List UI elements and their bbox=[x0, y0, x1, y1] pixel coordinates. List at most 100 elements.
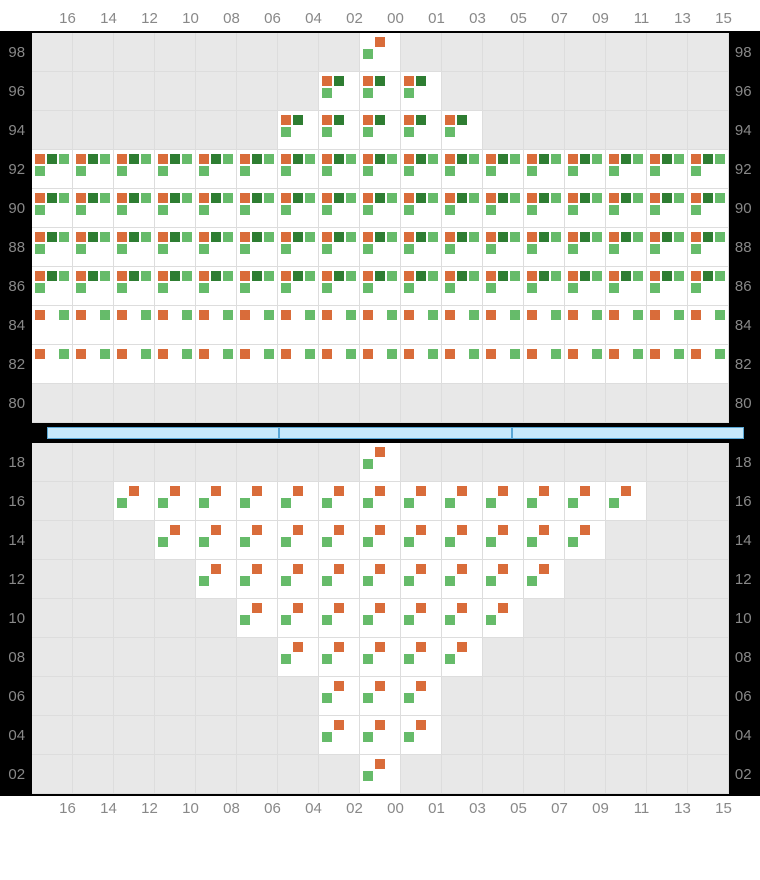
status-square bbox=[199, 498, 209, 508]
column-label: 14 bbox=[88, 6, 129, 31]
grid-cell bbox=[524, 560, 565, 599]
grid-cell bbox=[73, 482, 114, 521]
status-square bbox=[346, 115, 356, 125]
status-square bbox=[416, 486, 426, 496]
row-label: 90 bbox=[729, 189, 759, 228]
status-square bbox=[35, 349, 45, 359]
status-square bbox=[510, 525, 520, 535]
status-square bbox=[551, 349, 561, 359]
grid-cell bbox=[237, 638, 278, 677]
column-label: 15 bbox=[703, 6, 744, 31]
status-square bbox=[428, 193, 438, 203]
status-square bbox=[445, 283, 455, 293]
status-square bbox=[199, 525, 209, 535]
status-square bbox=[469, 642, 479, 652]
status-square bbox=[428, 720, 438, 730]
grid-cell bbox=[606, 599, 647, 638]
status-square bbox=[293, 564, 303, 574]
status-square bbox=[141, 271, 151, 281]
status-square bbox=[346, 271, 356, 281]
grid-cell bbox=[688, 228, 729, 267]
status-square bbox=[445, 486, 455, 496]
status-square bbox=[510, 310, 520, 320]
grid-cell bbox=[442, 345, 483, 384]
status-square bbox=[580, 271, 590, 281]
grid-cell bbox=[483, 755, 524, 794]
status-square bbox=[199, 349, 209, 359]
status-square bbox=[445, 244, 455, 254]
grid-cell bbox=[401, 267, 442, 306]
grid-cell bbox=[401, 521, 442, 560]
status-square bbox=[486, 564, 496, 574]
row-label: 12 bbox=[729, 560, 759, 599]
row-label: 10 bbox=[729, 599, 759, 638]
grid-cell bbox=[32, 72, 73, 111]
row-label: 04 bbox=[729, 716, 759, 755]
status-square bbox=[346, 154, 356, 164]
status-square bbox=[457, 232, 467, 242]
grid-cell bbox=[237, 521, 278, 560]
status-square bbox=[445, 115, 455, 125]
grid-cell bbox=[688, 755, 729, 794]
grid-diagram: 1614121008060402000103050709111315 98969… bbox=[0, 0, 760, 821]
grid-cell bbox=[155, 306, 196, 345]
status-square bbox=[568, 322, 578, 332]
status-square bbox=[428, 486, 438, 496]
status-square bbox=[445, 205, 455, 215]
grid-cell bbox=[483, 189, 524, 228]
grid-cell bbox=[32, 189, 73, 228]
status-square bbox=[363, 525, 373, 535]
status-square bbox=[117, 310, 127, 320]
status-square bbox=[416, 603, 426, 613]
grid-cell bbox=[606, 638, 647, 677]
grid-cell bbox=[442, 267, 483, 306]
status-square bbox=[375, 642, 385, 652]
status-square bbox=[76, 283, 86, 293]
status-square bbox=[293, 115, 303, 125]
grid-cell bbox=[647, 267, 688, 306]
status-square bbox=[35, 154, 45, 164]
status-square bbox=[35, 232, 45, 242]
status-square bbox=[428, 154, 438, 164]
grid-cell bbox=[73, 33, 114, 72]
grid-row bbox=[32, 443, 729, 482]
row-label: 90 bbox=[2, 189, 32, 228]
column-label: 10 bbox=[170, 6, 211, 31]
status-square bbox=[445, 564, 455, 574]
status-square bbox=[334, 720, 344, 730]
status-square bbox=[211, 232, 221, 242]
status-square bbox=[445, 349, 455, 359]
status-square bbox=[158, 271, 168, 281]
status-square bbox=[375, 76, 385, 86]
status-square bbox=[199, 283, 209, 293]
grid-cell bbox=[278, 189, 319, 228]
row-label: 08 bbox=[729, 638, 759, 677]
status-square bbox=[223, 232, 233, 242]
status-square bbox=[404, 732, 414, 742]
status-square bbox=[498, 525, 508, 535]
status-square bbox=[281, 615, 291, 625]
status-square bbox=[662, 154, 672, 164]
status-square bbox=[117, 361, 127, 371]
grid-cell bbox=[32, 228, 73, 267]
status-square bbox=[445, 154, 455, 164]
status-square bbox=[322, 642, 332, 652]
grid-cell bbox=[688, 521, 729, 560]
status-square bbox=[305, 271, 315, 281]
status-square bbox=[404, 615, 414, 625]
grid-cell bbox=[483, 267, 524, 306]
grid-cell bbox=[196, 150, 237, 189]
status-square bbox=[199, 322, 209, 332]
status-square bbox=[281, 244, 291, 254]
status-square bbox=[404, 310, 414, 320]
status-square bbox=[158, 349, 168, 359]
grid-cell bbox=[196, 33, 237, 72]
grid-cell bbox=[155, 72, 196, 111]
status-square bbox=[117, 205, 127, 215]
status-square bbox=[568, 310, 578, 320]
bottom-section: 181614121008060402 181614121008060402 bbox=[0, 441, 760, 796]
status-square bbox=[445, 166, 455, 176]
grid-cell bbox=[647, 521, 688, 560]
status-square bbox=[375, 37, 385, 47]
status-square bbox=[281, 193, 291, 203]
